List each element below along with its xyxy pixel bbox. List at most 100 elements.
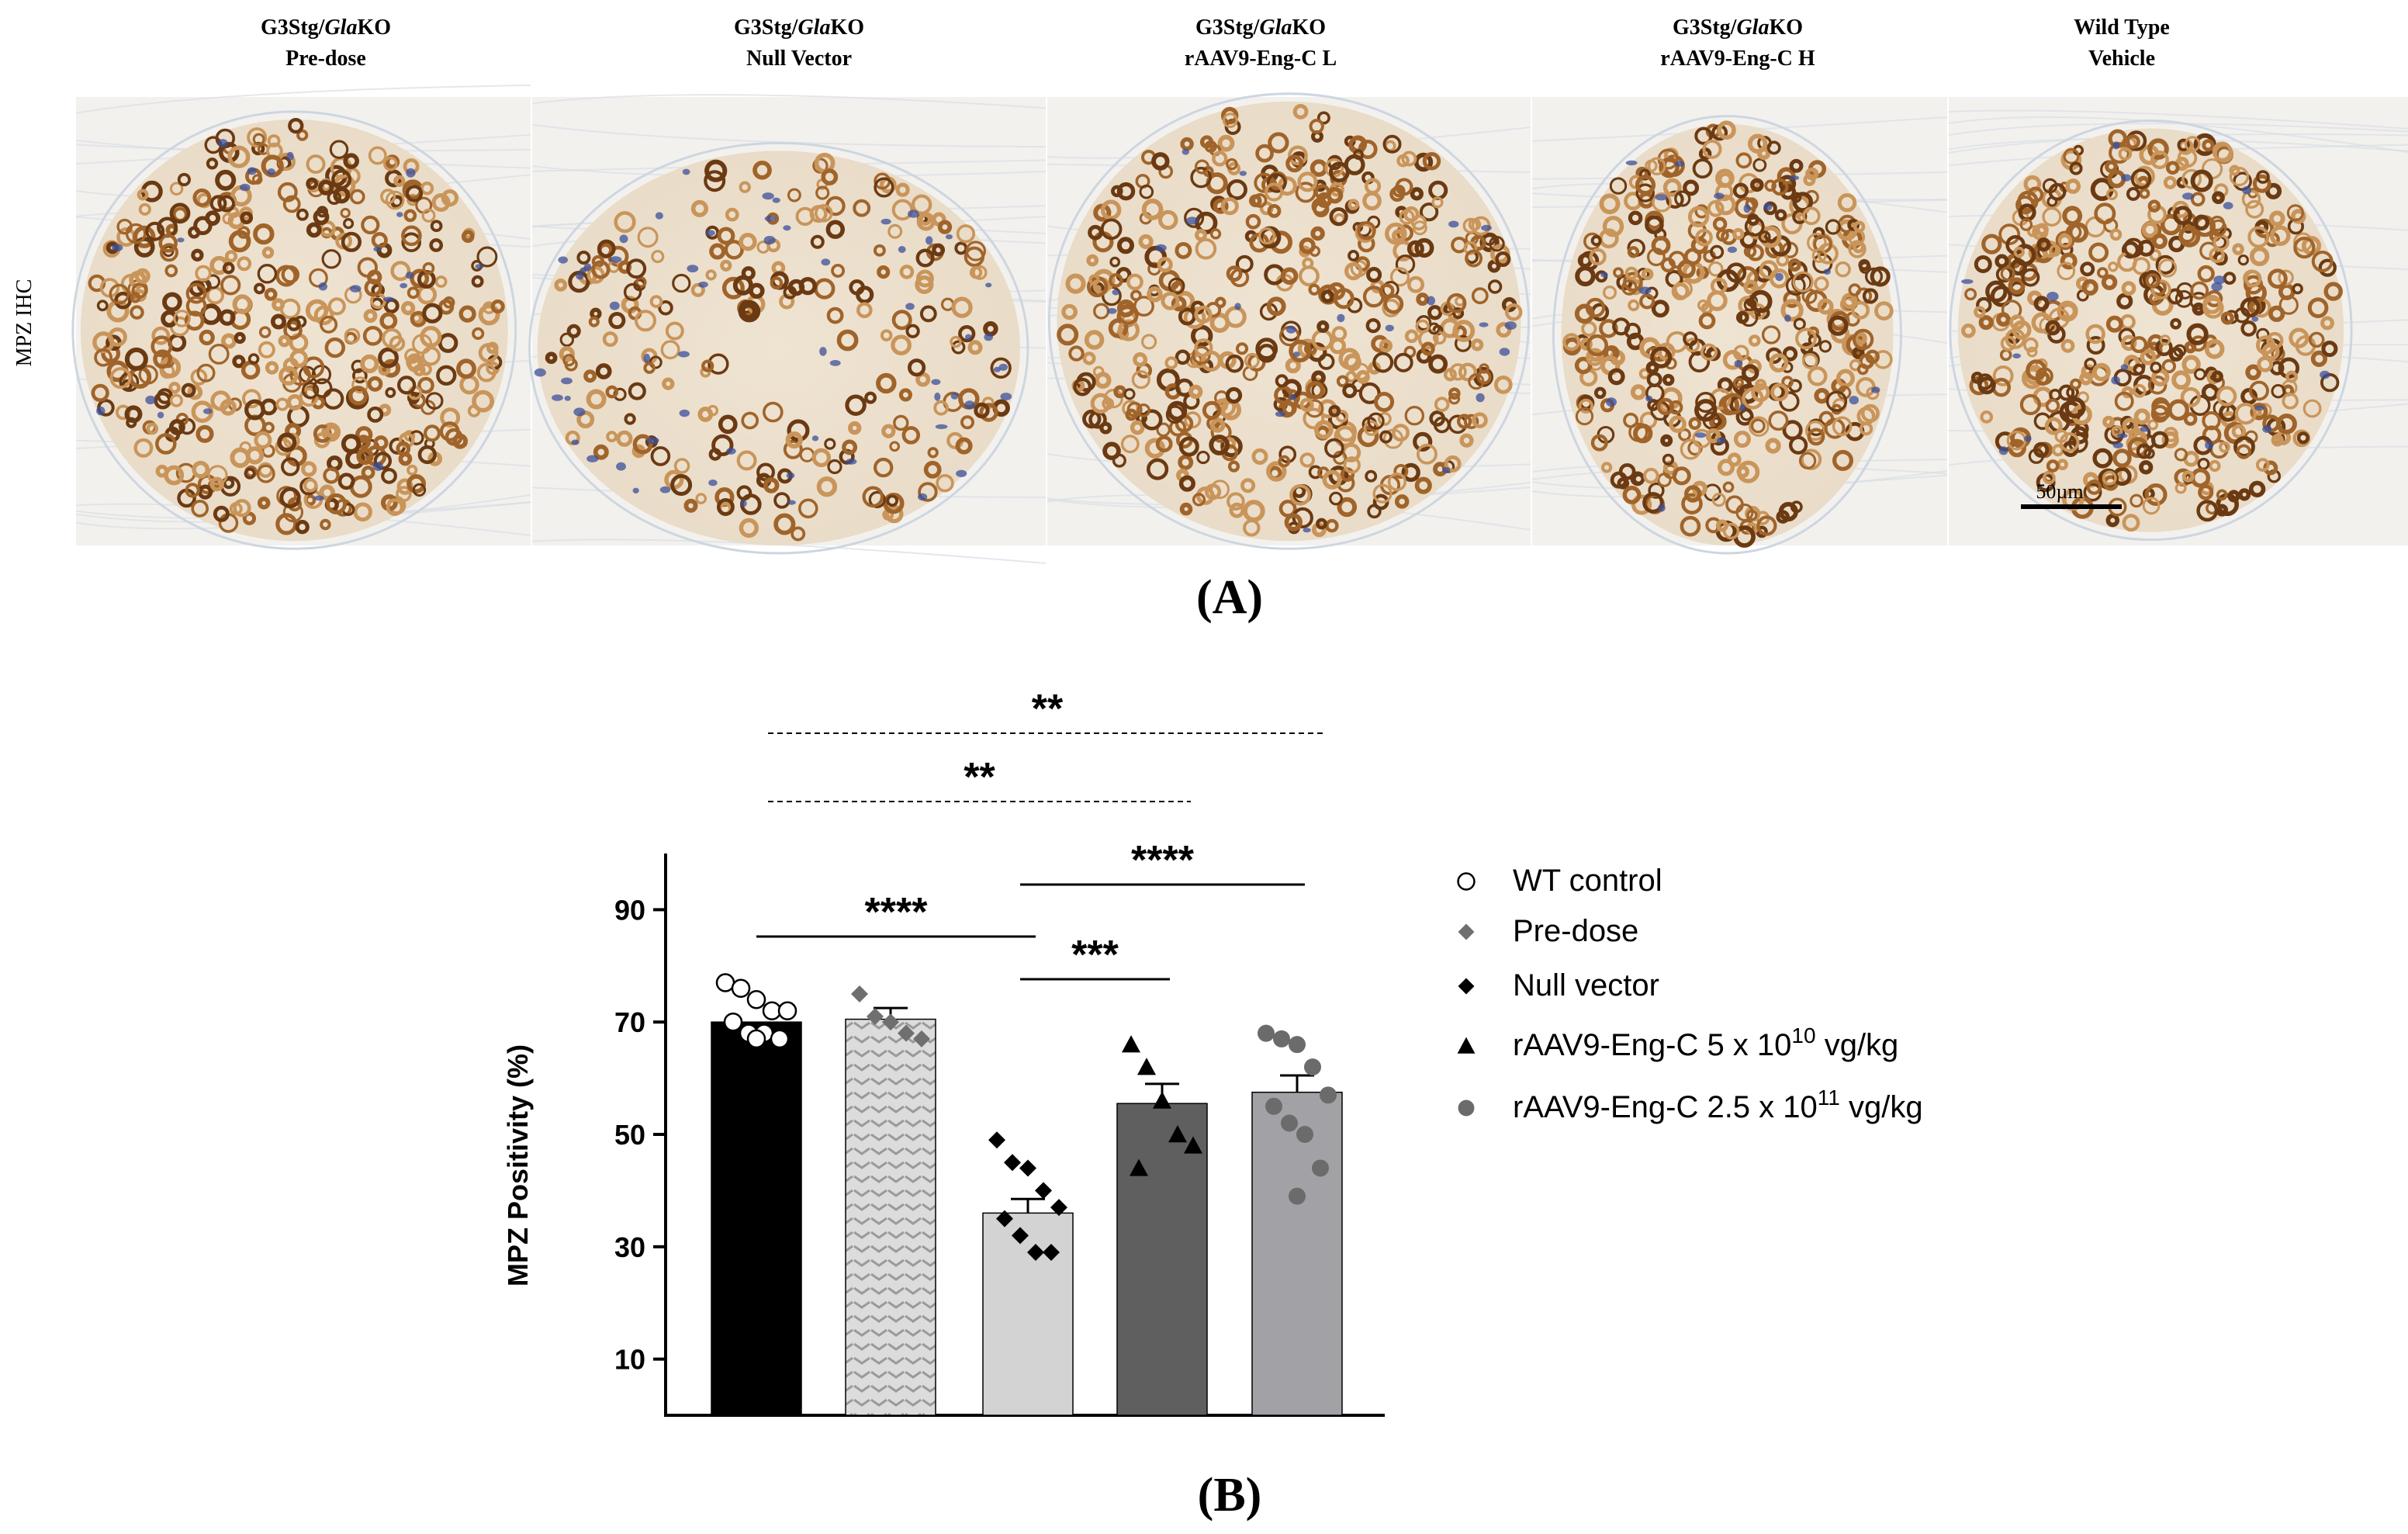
myelinated-fiber bbox=[905, 324, 920, 338]
myelinated-fiber bbox=[1190, 324, 1213, 348]
legend-marker bbox=[1458, 978, 1475, 995]
myelinated-fiber bbox=[2320, 316, 2334, 331]
significance-label: ** bbox=[964, 755, 995, 800]
myelinated-fiber bbox=[208, 343, 230, 365]
myelinated-fiber bbox=[2167, 288, 2184, 305]
myelinated-fiber bbox=[783, 439, 803, 459]
myelinated-fiber bbox=[736, 450, 757, 471]
cell-nucleus bbox=[821, 258, 831, 266]
myelinated-fiber bbox=[591, 260, 611, 279]
myelinated-fiber bbox=[2240, 297, 2261, 318]
myelinated-fiber bbox=[206, 158, 219, 170]
cell-nucleus bbox=[534, 368, 546, 377]
myelinated-fiber bbox=[2009, 314, 2026, 331]
myelinated-fiber bbox=[2212, 191, 2225, 205]
myelinated-fiber bbox=[257, 497, 271, 510]
myelinated-fiber bbox=[2126, 186, 2140, 201]
myelinated-fiber bbox=[2137, 239, 2155, 257]
myelinated-fiber bbox=[313, 209, 330, 226]
myelinated-fiber bbox=[1489, 236, 1505, 252]
myelinated-fiber bbox=[1768, 410, 1789, 431]
myelinated-fiber bbox=[1374, 392, 1395, 412]
cell-nucleus bbox=[267, 168, 275, 175]
myelinated-fiber bbox=[811, 448, 832, 468]
cell-nucleus bbox=[931, 379, 941, 386]
myelinated-fiber bbox=[158, 234, 178, 253]
myelinated-fiber bbox=[1711, 492, 1726, 507]
myelinated-fiber bbox=[2144, 483, 2168, 506]
y-tick-label: 70 bbox=[614, 1006, 645, 1038]
cell-nucleus bbox=[811, 435, 819, 442]
myelinated-fiber bbox=[220, 275, 241, 296]
data-point bbox=[1265, 1097, 1282, 1115]
myelinated-fiber bbox=[773, 513, 796, 535]
myelinated-fiber bbox=[1131, 370, 1150, 390]
data-point bbox=[1184, 1136, 1202, 1154]
myelinated-fiber bbox=[824, 438, 836, 450]
cell-nucleus bbox=[318, 282, 327, 291]
myelinated-fiber bbox=[324, 424, 339, 438]
myelinated-fiber bbox=[319, 484, 336, 501]
myelinated-fiber bbox=[1769, 353, 1789, 372]
myelinated-fiber bbox=[1394, 494, 1410, 509]
myelinated-fiber bbox=[815, 203, 833, 223]
cell-nucleus bbox=[1479, 322, 1489, 327]
myelinated-fiber bbox=[1141, 409, 1163, 431]
data-point bbox=[1004, 1154, 1021, 1172]
myelinated-fiber bbox=[1401, 151, 1417, 167]
myelinated-fiber bbox=[649, 295, 663, 308]
myelinated-fiber bbox=[1493, 376, 1513, 394]
myelinated-fiber bbox=[593, 444, 609, 460]
myelinated-fiber bbox=[1974, 306, 1986, 318]
myelinated-fiber bbox=[228, 230, 251, 253]
myelinated-fiber bbox=[1750, 178, 1764, 192]
myelinated-fiber bbox=[1697, 299, 1709, 311]
myelinated-fiber bbox=[363, 309, 378, 323]
myelinated-fiber bbox=[1192, 345, 1211, 365]
myelinated-fiber bbox=[1194, 305, 1213, 324]
myelinated-fiber bbox=[2229, 166, 2249, 187]
scale-bar: 50µm bbox=[2021, 480, 2122, 509]
myelinated-fiber bbox=[341, 434, 362, 454]
myelinated-fiber bbox=[1419, 202, 1439, 222]
myelinated-fiber bbox=[2063, 147, 2080, 164]
cell-nucleus bbox=[687, 265, 699, 272]
data-point bbox=[1304, 1058, 1321, 1076]
cell-nucleus bbox=[2140, 426, 2150, 432]
cell-nucleus bbox=[1234, 303, 1241, 310]
myelinated-fiber bbox=[1155, 435, 1173, 452]
myelinated-fiber bbox=[1109, 273, 1123, 288]
myelinated-fiber bbox=[2165, 161, 2180, 175]
myelinated-fiber bbox=[2271, 383, 2285, 399]
myelinated-fiber bbox=[2126, 134, 2140, 149]
data-point bbox=[1027, 1244, 1044, 1262]
panel-title-line1: G3Stg/GlaKO bbox=[734, 16, 864, 40]
panel-title-line2: Null Vector bbox=[746, 47, 852, 71]
myelinated-fiber bbox=[2233, 435, 2255, 458]
cell-nucleus bbox=[1638, 286, 1652, 295]
myelinated-fiber bbox=[1345, 371, 1358, 383]
panel-title-suffix: KO bbox=[1769, 16, 1803, 40]
myelinated-fiber bbox=[2276, 413, 2297, 435]
myelinated-fiber bbox=[151, 326, 171, 345]
myelinated-fiber bbox=[1749, 289, 1773, 313]
cell-nucleus bbox=[965, 334, 972, 341]
myelinated-fiber bbox=[279, 487, 301, 509]
myelinated-fiber bbox=[1631, 494, 1652, 515]
myelinated-fiber bbox=[1144, 438, 1166, 459]
myelinated-fiber bbox=[2302, 399, 2322, 418]
myelinated-fiber bbox=[1353, 149, 1364, 160]
myelinated-fiber bbox=[279, 365, 299, 386]
myelinated-fiber bbox=[411, 334, 433, 355]
myelinated-fiber bbox=[1316, 320, 1330, 333]
cell-nucleus bbox=[558, 256, 568, 264]
myelinated-fiber bbox=[1781, 376, 1794, 389]
myelinated-fiber bbox=[324, 337, 345, 358]
data-point bbox=[1168, 1125, 1187, 1143]
legend-unit: vg/kg bbox=[1840, 1090, 1923, 1124]
myelinated-fiber bbox=[283, 320, 303, 340]
myelinated-fiber bbox=[853, 199, 871, 217]
myelinated-fiber bbox=[233, 498, 251, 518]
myelinated-fiber bbox=[326, 493, 347, 514]
myelinated-fiber bbox=[1805, 167, 1819, 181]
